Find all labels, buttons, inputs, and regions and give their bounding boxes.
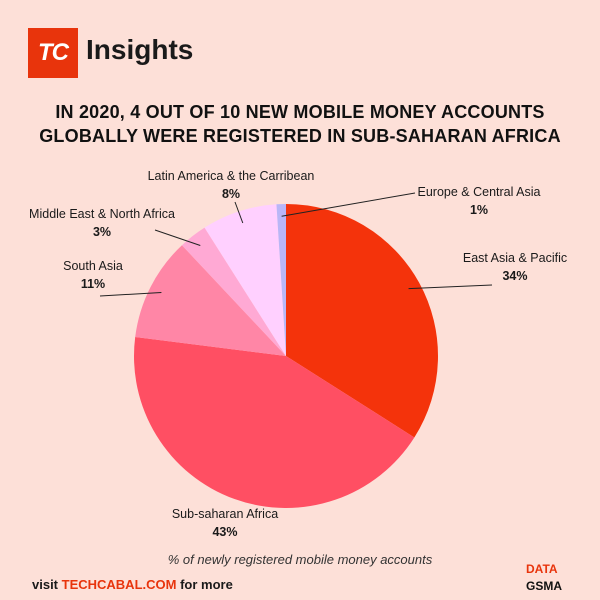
pie-slice-europe-central-asia: [276, 204, 286, 356]
slice-value-label: 11%: [81, 277, 105, 291]
logo-letters: TC: [38, 39, 69, 66]
chart-caption: % of newly registered mobile money accou…: [167, 552, 433, 567]
headline-line-2: GLOBALLY WERE REGISTERED IN SUB-SAHARAN …: [39, 126, 561, 146]
slice-value-label: 43%: [212, 525, 237, 539]
slice-label: Sub-saharan Africa: [172, 507, 278, 521]
pie-slice-east-asia-pacific: [286, 204, 438, 438]
footer-cta: visit TECHCABAL.COM for more: [32, 577, 233, 592]
slice-label: Latin America & the Carribean: [148, 169, 315, 183]
headline-line-1: IN 2020, 4 OUT OF 10 NEW MOBILE MONEY AC…: [55, 102, 545, 122]
footer-suffix: for more: [176, 577, 233, 592]
data-source-label: DATA: [526, 562, 558, 576]
slice-label: East Asia & Pacific: [463, 251, 567, 265]
leader-line: [234, 201, 244, 224]
leader-line: [99, 292, 162, 297]
leader-line: [154, 229, 201, 246]
slice-label: Europe & Central Asia: [418, 185, 541, 199]
data-source-name: GSMA: [526, 579, 562, 593]
pie-slice-middle-east-north-africa: [181, 227, 286, 356]
techcabal-link[interactable]: TECHCABAL.COM: [61, 577, 177, 592]
slice-label: South Asia: [63, 259, 123, 273]
leader-line: [281, 192, 416, 217]
slice-value-label: 1%: [470, 203, 488, 217]
slice-label: Middle East & North Africa: [29, 207, 175, 221]
brand-title: Insights: [86, 34, 194, 65]
leader-line: [408, 284, 493, 290]
footer-prefix: visit: [32, 577, 62, 592]
pie-slice-sub-saharan-africa: [133, 336, 415, 508]
pie-slice-latin-america-the-carribean: [204, 204, 286, 356]
slice-value-label: 34%: [502, 269, 527, 283]
slice-value-label: 8%: [222, 187, 240, 201]
slice-value-label: 3%: [93, 225, 111, 239]
pie-slice-south-asia: [135, 245, 286, 356]
techcabal-logo: TC: [28, 28, 78, 78]
